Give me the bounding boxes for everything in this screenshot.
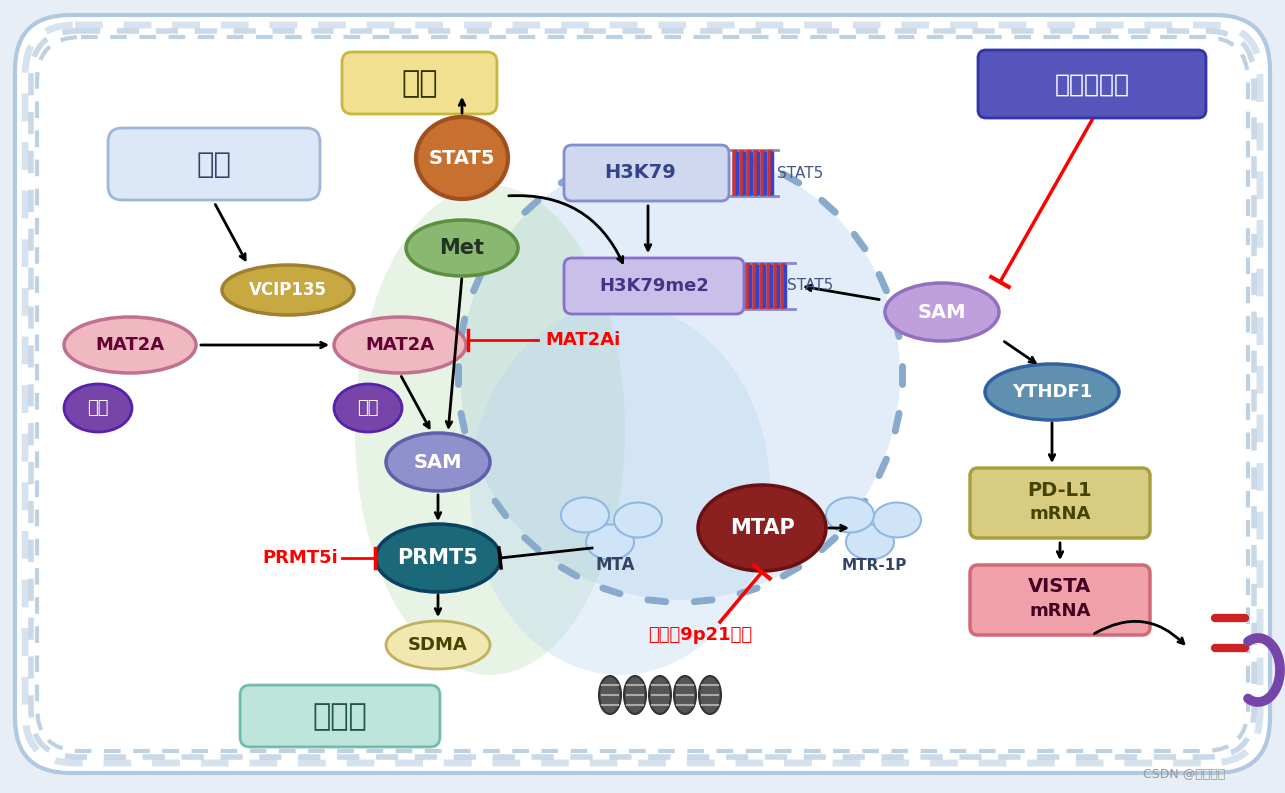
Ellipse shape bbox=[334, 317, 466, 373]
Ellipse shape bbox=[599, 676, 621, 714]
Ellipse shape bbox=[614, 503, 662, 538]
Text: MTAP: MTAP bbox=[730, 518, 794, 538]
Ellipse shape bbox=[698, 485, 826, 571]
FancyBboxPatch shape bbox=[970, 468, 1150, 538]
Ellipse shape bbox=[386, 621, 490, 669]
Text: VISTA: VISTA bbox=[1028, 577, 1092, 596]
Text: SAM: SAM bbox=[414, 453, 463, 472]
Ellipse shape bbox=[846, 524, 894, 560]
Text: STAT5: STAT5 bbox=[429, 148, 495, 167]
Text: mRNA: mRNA bbox=[1029, 602, 1091, 620]
Ellipse shape bbox=[64, 384, 132, 432]
Ellipse shape bbox=[625, 676, 646, 714]
Ellipse shape bbox=[986, 364, 1119, 420]
Text: 叶酸: 叶酸 bbox=[197, 151, 231, 179]
Text: SAM: SAM bbox=[917, 302, 966, 321]
Ellipse shape bbox=[406, 220, 518, 276]
Text: YTHDF1: YTHDF1 bbox=[1011, 383, 1092, 401]
Text: H3K79me2: H3K79me2 bbox=[599, 277, 709, 295]
Ellipse shape bbox=[562, 497, 609, 533]
Ellipse shape bbox=[375, 524, 500, 592]
Text: 甲硫酮限制: 甲硫酮限制 bbox=[1055, 73, 1130, 97]
FancyBboxPatch shape bbox=[108, 128, 320, 200]
Text: 染色体9p21缺失: 染色体9p21缺失 bbox=[648, 626, 752, 644]
Text: STAT5: STAT5 bbox=[786, 278, 833, 293]
FancyBboxPatch shape bbox=[15, 15, 1270, 773]
FancyBboxPatch shape bbox=[342, 52, 497, 114]
Ellipse shape bbox=[586, 524, 634, 560]
Text: H3K79: H3K79 bbox=[604, 163, 676, 182]
FancyBboxPatch shape bbox=[970, 565, 1150, 635]
Ellipse shape bbox=[334, 384, 402, 432]
Text: STAT5: STAT5 bbox=[777, 166, 824, 181]
Text: 泛素: 泛素 bbox=[357, 399, 379, 417]
Ellipse shape bbox=[873, 503, 921, 538]
Text: CSDN @谷禾牛博: CSDN @谷禾牛博 bbox=[1142, 768, 1225, 780]
Ellipse shape bbox=[885, 283, 998, 341]
Ellipse shape bbox=[649, 676, 671, 714]
Text: 泛素: 泛素 bbox=[87, 399, 109, 417]
FancyBboxPatch shape bbox=[564, 258, 744, 314]
Text: mRNA: mRNA bbox=[1029, 505, 1091, 523]
FancyBboxPatch shape bbox=[564, 145, 729, 201]
Ellipse shape bbox=[460, 150, 900, 600]
Ellipse shape bbox=[675, 676, 696, 714]
FancyBboxPatch shape bbox=[978, 50, 1207, 118]
Text: Met: Met bbox=[439, 238, 484, 258]
Text: VCIP135: VCIP135 bbox=[249, 281, 326, 299]
Text: MAT2A: MAT2A bbox=[95, 336, 164, 354]
Ellipse shape bbox=[470, 305, 770, 675]
Text: SDMA: SDMA bbox=[409, 636, 468, 654]
Text: MAT2Ai: MAT2Ai bbox=[545, 331, 621, 349]
Ellipse shape bbox=[64, 317, 197, 373]
Text: 甲基化: 甲基化 bbox=[312, 703, 368, 731]
Text: 存活: 存活 bbox=[402, 70, 438, 98]
Text: PRMT5i: PRMT5i bbox=[262, 549, 338, 567]
Ellipse shape bbox=[826, 497, 874, 533]
Ellipse shape bbox=[386, 433, 490, 491]
Ellipse shape bbox=[222, 265, 353, 315]
Text: PD-L1: PD-L1 bbox=[1028, 481, 1092, 500]
FancyBboxPatch shape bbox=[240, 685, 439, 747]
Text: MTR-1P: MTR-1P bbox=[842, 557, 907, 573]
Text: MTA: MTA bbox=[595, 556, 635, 574]
Ellipse shape bbox=[416, 117, 508, 199]
Text: MAT2A: MAT2A bbox=[365, 336, 434, 354]
Text: PRMT5: PRMT5 bbox=[397, 548, 478, 568]
Ellipse shape bbox=[699, 676, 721, 714]
Ellipse shape bbox=[355, 185, 625, 675]
